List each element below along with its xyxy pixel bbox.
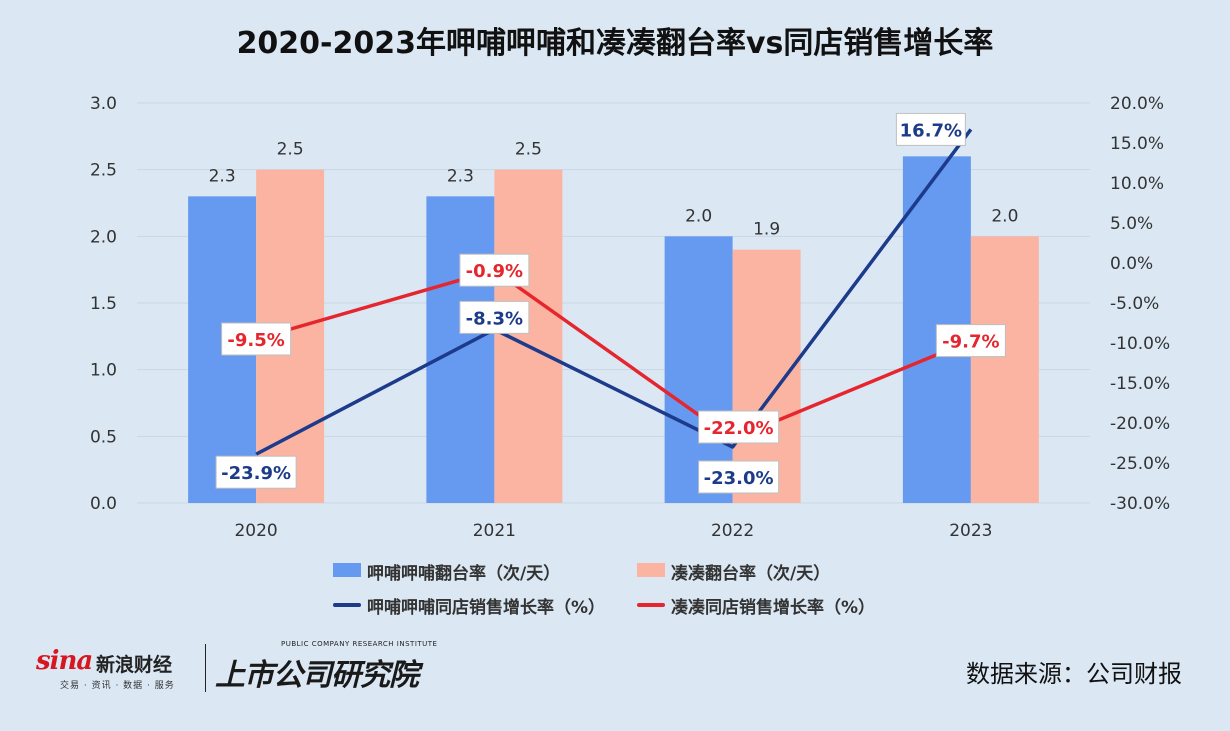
line-data-label-box <box>935 324 1006 358</box>
line-data-label-box <box>698 410 780 444</box>
bar-data-label: 2.0 <box>991 206 1018 226</box>
sina-finance-logo: sina 新浪财经 交易 · 资讯 · 数据 · 服务 <box>36 646 206 694</box>
y-right-tick-label: -25.0% <box>1110 454 1170 474</box>
sina-brand-cn: 新浪财经 <box>96 654 173 676</box>
bar-2 <box>970 236 1039 504</box>
y-left-tick-label: 0.5 <box>90 427 117 447</box>
y-left-tick-label: 1.5 <box>90 294 117 314</box>
chart-title: 2020-2023年呷哺呷哺和凑凑翻台率vs同店销售增长率 <box>236 26 994 61</box>
line-series-2 <box>255 268 972 441</box>
y-left-tick-label: 2.5 <box>90 161 117 181</box>
y-right-tick-label: 20.0% <box>1110 94 1164 114</box>
bar-1 <box>664 236 733 504</box>
line-data-label: -0.9% <box>466 261 523 282</box>
line-data-label: -9.5% <box>227 330 284 351</box>
research-institute-logo: PUBLIC COMPANY RESEARCH INSTITUTE 上市公司研究… <box>215 640 445 696</box>
institute-en-text: PUBLIC COMPANY RESEARCH INSTITUTE <box>281 640 438 648</box>
bar-data-label: 2.5 <box>277 140 304 160</box>
y-left-tick-label: 0.0 <box>90 494 117 514</box>
line-data-label: -23.0% <box>704 468 774 489</box>
line-data-label-box <box>698 460 780 494</box>
x-tick-label: 2022 <box>711 521 754 541</box>
logo-divider <box>205 644 206 692</box>
y-right-tick-label: -5.0% <box>1110 294 1159 314</box>
line-data-label: -23.9% <box>221 463 291 484</box>
y-left-tick-label: 1.0 <box>90 361 117 381</box>
line-data-label-box <box>215 455 297 489</box>
x-tick-label: 2020 <box>234 521 277 541</box>
x-tick-label: 2023 <box>949 521 992 541</box>
line-data-label-box <box>459 253 530 287</box>
institute-cn-text: 上市公司研究院 <box>215 658 419 693</box>
y-right-tick-label: -15.0% <box>1110 374 1170 394</box>
sina-subtitle: 交易 · 资讯 · 数据 · 服务 <box>60 681 175 691</box>
y-right-tick-label: -20.0% <box>1110 414 1170 434</box>
y-left-tick-label: 3.0 <box>90 94 117 114</box>
y-left-tick-label: 2.0 <box>90 227 117 247</box>
line-data-label: -9.7% <box>942 332 999 353</box>
bar-data-label: 2.3 <box>209 166 236 186</box>
bar-data-label: 2.5 <box>515 140 542 160</box>
bar-data-label: 1.9 <box>753 220 780 240</box>
sina-brand-text: sina <box>36 646 93 676</box>
y-right-tick-label: 0.0% <box>1110 254 1153 274</box>
data-source: 数据来源：公司财报 <box>966 660 1182 688</box>
line-data-label: 16.7% <box>900 120 962 141</box>
x-tick-label: 2021 <box>473 521 516 541</box>
line-data-label-box <box>221 322 292 356</box>
bar-data-label: 2.3 <box>447 166 474 186</box>
bar-data-label: 2.0 <box>685 206 712 226</box>
line-data-label-box <box>895 112 966 146</box>
y-right-tick-label: 10.0% <box>1110 174 1164 194</box>
y-right-tick-label: -10.0% <box>1110 334 1170 354</box>
y-right-tick-label: 5.0% <box>1110 214 1153 234</box>
line-data-label: -22.0% <box>704 418 774 439</box>
line-series-1 <box>255 128 973 456</box>
y-right-tick-label: -30.0% <box>1110 494 1170 514</box>
line-data-label-box <box>459 300 530 334</box>
chart-canvas: 0.0 0.5 1.0 1.5 2.0 2.5 3.0 -30.0% -25.0% -20.0% -… <box>90 94 1170 541</box>
line-data-label: -8.3% <box>466 308 523 329</box>
y-right-tick-label: 15.0% <box>1110 134 1164 154</box>
bar-1 <box>426 196 495 504</box>
